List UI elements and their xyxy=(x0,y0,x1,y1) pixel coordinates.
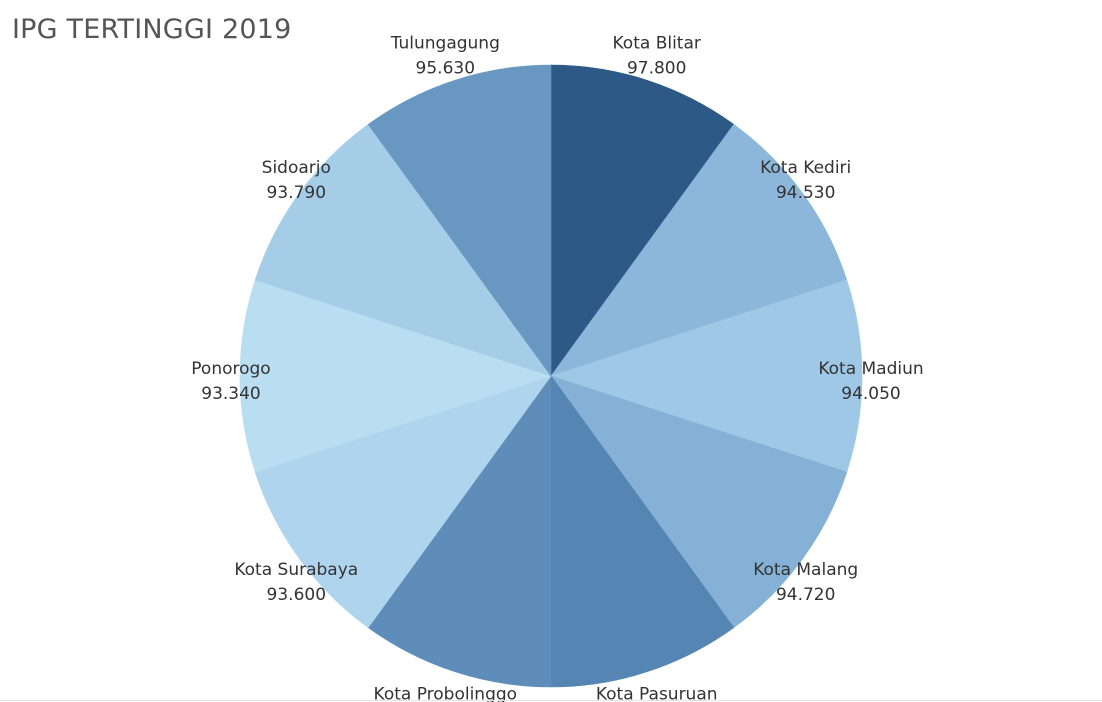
slice-label-kota-probolinggo: Kota Probolinggo xyxy=(374,684,518,702)
pie-slice-kota-blitar[interactable] xyxy=(550,64,735,377)
slice-value-kota-malang: 94.720 xyxy=(776,585,835,605)
slice-value-sidoarjo: 93.790 xyxy=(267,183,326,203)
slice-label-kota-surabaya: Kota Surabaya xyxy=(234,560,358,580)
slice-label-kota-madiun: Kota Madiun xyxy=(818,359,923,379)
slice-value-kota-madiun: 94.050 xyxy=(841,384,900,404)
pie-slice-kota-kediri[interactable] xyxy=(550,123,848,377)
slice-label-kota-kediri: Kota Kediri xyxy=(760,158,851,178)
slice-label-ponorogo: Ponorogo xyxy=(191,359,270,379)
slice-label-sidoarjo: Sidoarjo xyxy=(262,158,331,178)
pie-slice-ponorogo[interactable] xyxy=(239,279,552,473)
slice-label-kota-malang: Kota Malang xyxy=(753,560,858,580)
pie-slice-kota-pasuruan[interactable] xyxy=(550,375,735,688)
pie-slice-tulungagung[interactable] xyxy=(367,64,552,377)
slice-label-tulungagung: Tulungagung xyxy=(390,34,500,54)
pie-slice-sidoarjo[interactable] xyxy=(254,123,552,377)
slice-value-kota-kediri: 94.530 xyxy=(776,183,835,203)
pie-slice-kota-malang[interactable] xyxy=(550,375,848,629)
pie-slice-kota-surabaya[interactable] xyxy=(254,375,552,629)
slice-value-ponorogo: 93.340 xyxy=(201,384,260,404)
chart-title: IPG TERTINGGI 2019 xyxy=(12,14,292,45)
slice-value-kota-blitar: 97.800 xyxy=(627,59,686,79)
slice-label-kota-pasuruan: Kota Pasuruan xyxy=(596,684,718,702)
pie-slice-kota-madiun[interactable] xyxy=(550,279,863,473)
pie-slice-kota-probolinggo[interactable] xyxy=(367,375,552,688)
slice-value-tulungagung: 95.630 xyxy=(416,59,475,79)
slice-label-kota-blitar: Kota Blitar xyxy=(613,34,701,54)
slice-value-kota-surabaya: 93.600 xyxy=(267,585,326,605)
bottom-divider xyxy=(0,700,1102,701)
